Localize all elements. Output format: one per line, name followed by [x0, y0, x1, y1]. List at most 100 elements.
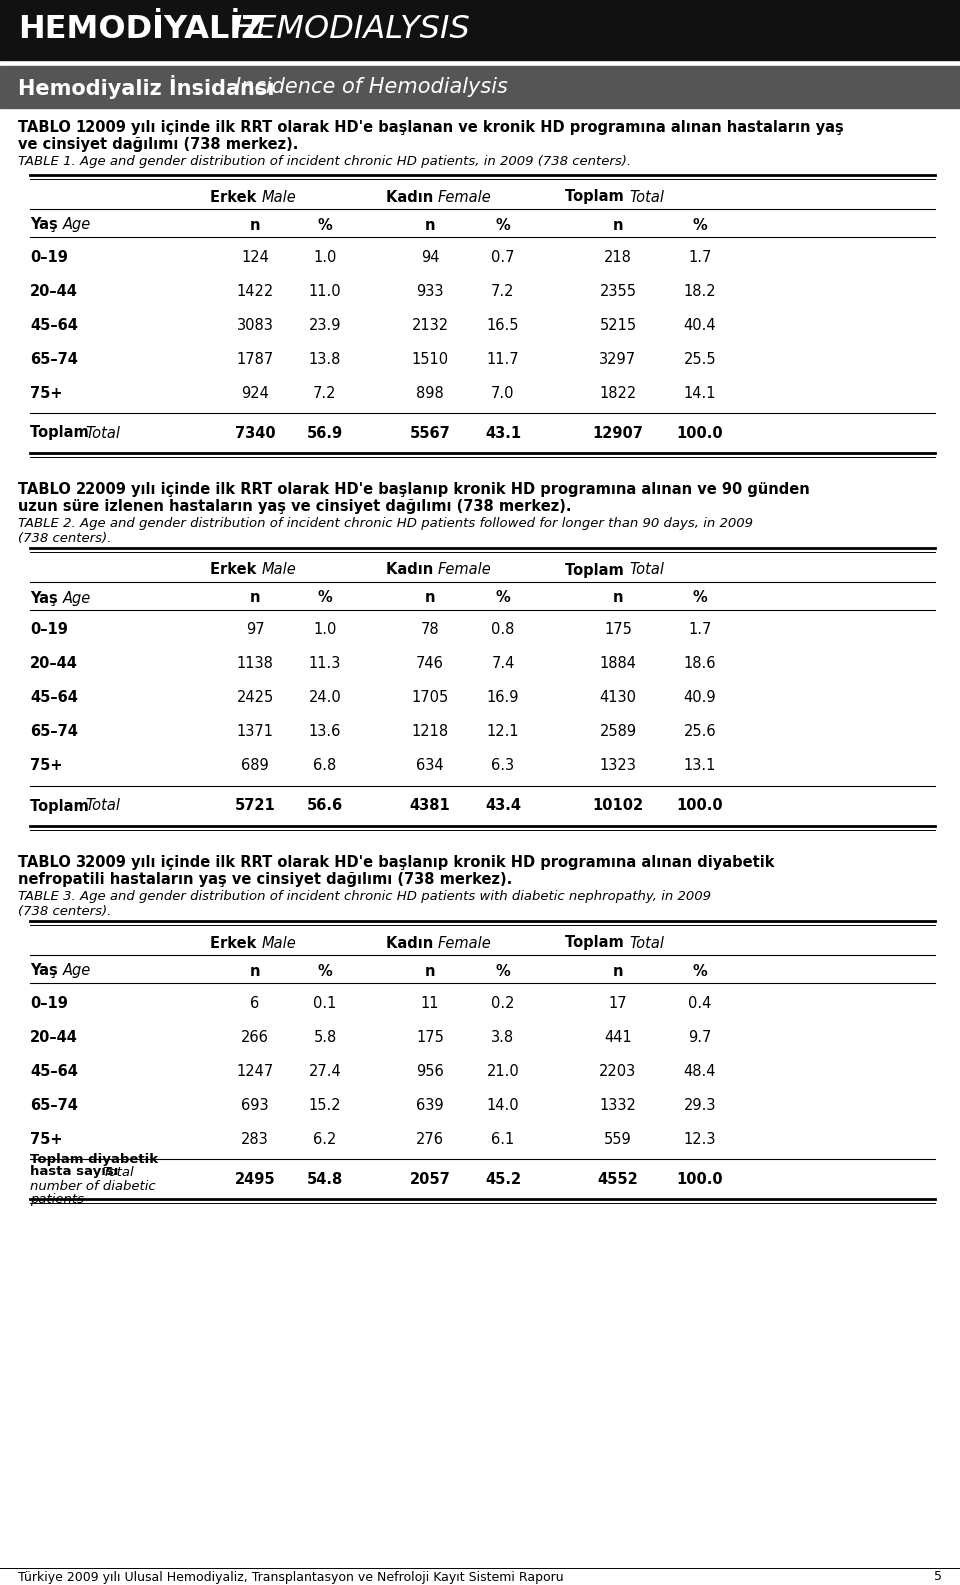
- Text: 175: 175: [416, 1030, 444, 1045]
- Text: n: n: [424, 964, 435, 978]
- Text: n: n: [612, 591, 623, 605]
- Text: number of diabetic: number of diabetic: [30, 1179, 156, 1192]
- Text: 0.2: 0.2: [492, 995, 515, 1011]
- Text: 2009 yılı içinde ilk RRT olarak HD'e başlanan ve kronik HD programına alınan has: 2009 yılı içinde ilk RRT olarak HD'e baş…: [80, 120, 844, 135]
- Text: Female: Female: [438, 563, 492, 577]
- Text: 23.9: 23.9: [309, 317, 341, 333]
- Text: 11.7: 11.7: [487, 352, 519, 366]
- Text: %: %: [318, 964, 332, 978]
- Text: 20–44: 20–44: [30, 1030, 78, 1045]
- Text: Total: Total: [102, 1165, 133, 1179]
- Text: 45.2: 45.2: [485, 1171, 521, 1187]
- Text: Female: Female: [438, 190, 492, 204]
- Text: HEMODIALYSIS: HEMODIALYSIS: [232, 14, 469, 46]
- Text: 5: 5: [934, 1571, 942, 1583]
- Text: %: %: [495, 591, 511, 605]
- Text: 45–64: 45–64: [30, 691, 78, 705]
- Text: 0.4: 0.4: [688, 995, 711, 1011]
- Text: 1218: 1218: [412, 724, 448, 740]
- Text: 9.7: 9.7: [688, 1030, 711, 1045]
- Text: %: %: [692, 217, 708, 233]
- Text: 1884: 1884: [599, 656, 636, 672]
- Text: Erkek: Erkek: [210, 563, 262, 577]
- Text: 48.4: 48.4: [684, 1064, 716, 1078]
- Text: TABLE 2. Age and gender distribution of incident chronic HD patients followed fo: TABLE 2. Age and gender distribution of …: [18, 517, 753, 529]
- Text: 1371: 1371: [236, 724, 274, 740]
- Bar: [0, 0, 960, 60]
- Text: (738 centers).: (738 centers).: [18, 533, 111, 545]
- Text: n: n: [424, 591, 435, 605]
- Text: 276: 276: [416, 1132, 444, 1146]
- Text: 75+: 75+: [30, 385, 62, 401]
- Text: Yaş: Yaş: [30, 217, 62, 233]
- Text: 14.0: 14.0: [487, 1097, 519, 1113]
- Text: 12.3: 12.3: [684, 1132, 716, 1146]
- Text: 75+: 75+: [30, 1132, 62, 1146]
- Text: 3297: 3297: [599, 352, 636, 366]
- Text: 45–64: 45–64: [30, 317, 78, 333]
- Text: 693: 693: [241, 1097, 269, 1113]
- Text: 2495: 2495: [234, 1171, 276, 1187]
- Text: 25.6: 25.6: [684, 724, 716, 740]
- Text: 6.2: 6.2: [313, 1132, 337, 1146]
- Text: Age: Age: [63, 964, 91, 978]
- Text: 100.0: 100.0: [677, 1171, 723, 1187]
- Text: 27.4: 27.4: [308, 1064, 342, 1078]
- Text: 7340: 7340: [234, 425, 276, 441]
- Text: Male: Male: [262, 190, 297, 204]
- Text: HEMODİYALİZ: HEMODİYALİZ: [18, 14, 265, 46]
- Text: 0.1: 0.1: [313, 995, 337, 1011]
- Text: 40.9: 40.9: [684, 691, 716, 705]
- Text: 3083: 3083: [236, 317, 274, 333]
- Text: 20–44: 20–44: [30, 284, 78, 298]
- Text: 13.6: 13.6: [309, 724, 341, 740]
- Text: TABLO 3.: TABLO 3.: [18, 854, 92, 870]
- Text: 11.3: 11.3: [309, 656, 341, 672]
- Text: 11: 11: [420, 995, 440, 1011]
- Text: 1.7: 1.7: [688, 623, 711, 637]
- Text: ve cinsiyet dağılımı (738 merkez).: ve cinsiyet dağılımı (738 merkez).: [18, 136, 299, 152]
- Text: 7.2: 7.2: [313, 385, 337, 401]
- Text: Age: Age: [63, 217, 91, 233]
- Text: n: n: [612, 217, 623, 233]
- Text: 4381: 4381: [410, 799, 450, 813]
- Text: 29.3: 29.3: [684, 1097, 716, 1113]
- Text: 7.2: 7.2: [492, 284, 515, 298]
- Text: 0.8: 0.8: [492, 623, 515, 637]
- Text: 2009 yılı içinde ilk RRT olarak HD'e başlanıp kronik HD programına alınan ve 90 : 2009 yılı içinde ilk RRT olarak HD'e baş…: [80, 482, 809, 498]
- Text: 634: 634: [417, 759, 444, 773]
- Text: nefropatili hastaların yaş ve cinsiyet dağılımı (738 merkez).: nefropatili hastaların yaş ve cinsiyet d…: [18, 872, 513, 888]
- Text: 1138: 1138: [236, 656, 274, 672]
- Text: 56.9: 56.9: [307, 425, 343, 441]
- Text: 1.0: 1.0: [313, 623, 337, 637]
- Text: Toplam: Toplam: [30, 425, 94, 441]
- Text: 6.8: 6.8: [313, 759, 337, 773]
- Text: 1422: 1422: [236, 284, 274, 298]
- Text: %: %: [692, 591, 708, 605]
- Text: 10102: 10102: [592, 799, 643, 813]
- Text: 689: 689: [241, 759, 269, 773]
- Text: n: n: [250, 217, 260, 233]
- Text: 124: 124: [241, 249, 269, 265]
- Text: Yaş: Yaş: [30, 591, 62, 605]
- Text: n: n: [250, 964, 260, 978]
- Text: Toplam: Toplam: [565, 935, 629, 951]
- Text: 18.6: 18.6: [684, 656, 716, 672]
- Text: 2132: 2132: [412, 317, 448, 333]
- Text: Male: Male: [262, 563, 297, 577]
- Text: 43.4: 43.4: [485, 799, 521, 813]
- Text: %: %: [318, 591, 332, 605]
- Text: 1247: 1247: [236, 1064, 274, 1078]
- Text: 5721: 5721: [234, 799, 276, 813]
- Text: 56.6: 56.6: [307, 799, 343, 813]
- Text: 0–19: 0–19: [30, 249, 68, 265]
- Text: %: %: [495, 964, 511, 978]
- Text: 21.0: 21.0: [487, 1064, 519, 1078]
- Text: 6: 6: [251, 995, 259, 1011]
- Text: 15.2: 15.2: [309, 1097, 342, 1113]
- Text: 11.0: 11.0: [309, 284, 342, 298]
- Text: 639: 639: [417, 1097, 444, 1113]
- Text: Incidence of Hemodialysis: Incidence of Hemodialysis: [235, 78, 508, 97]
- Text: 78: 78: [420, 623, 440, 637]
- Text: 1323: 1323: [600, 759, 636, 773]
